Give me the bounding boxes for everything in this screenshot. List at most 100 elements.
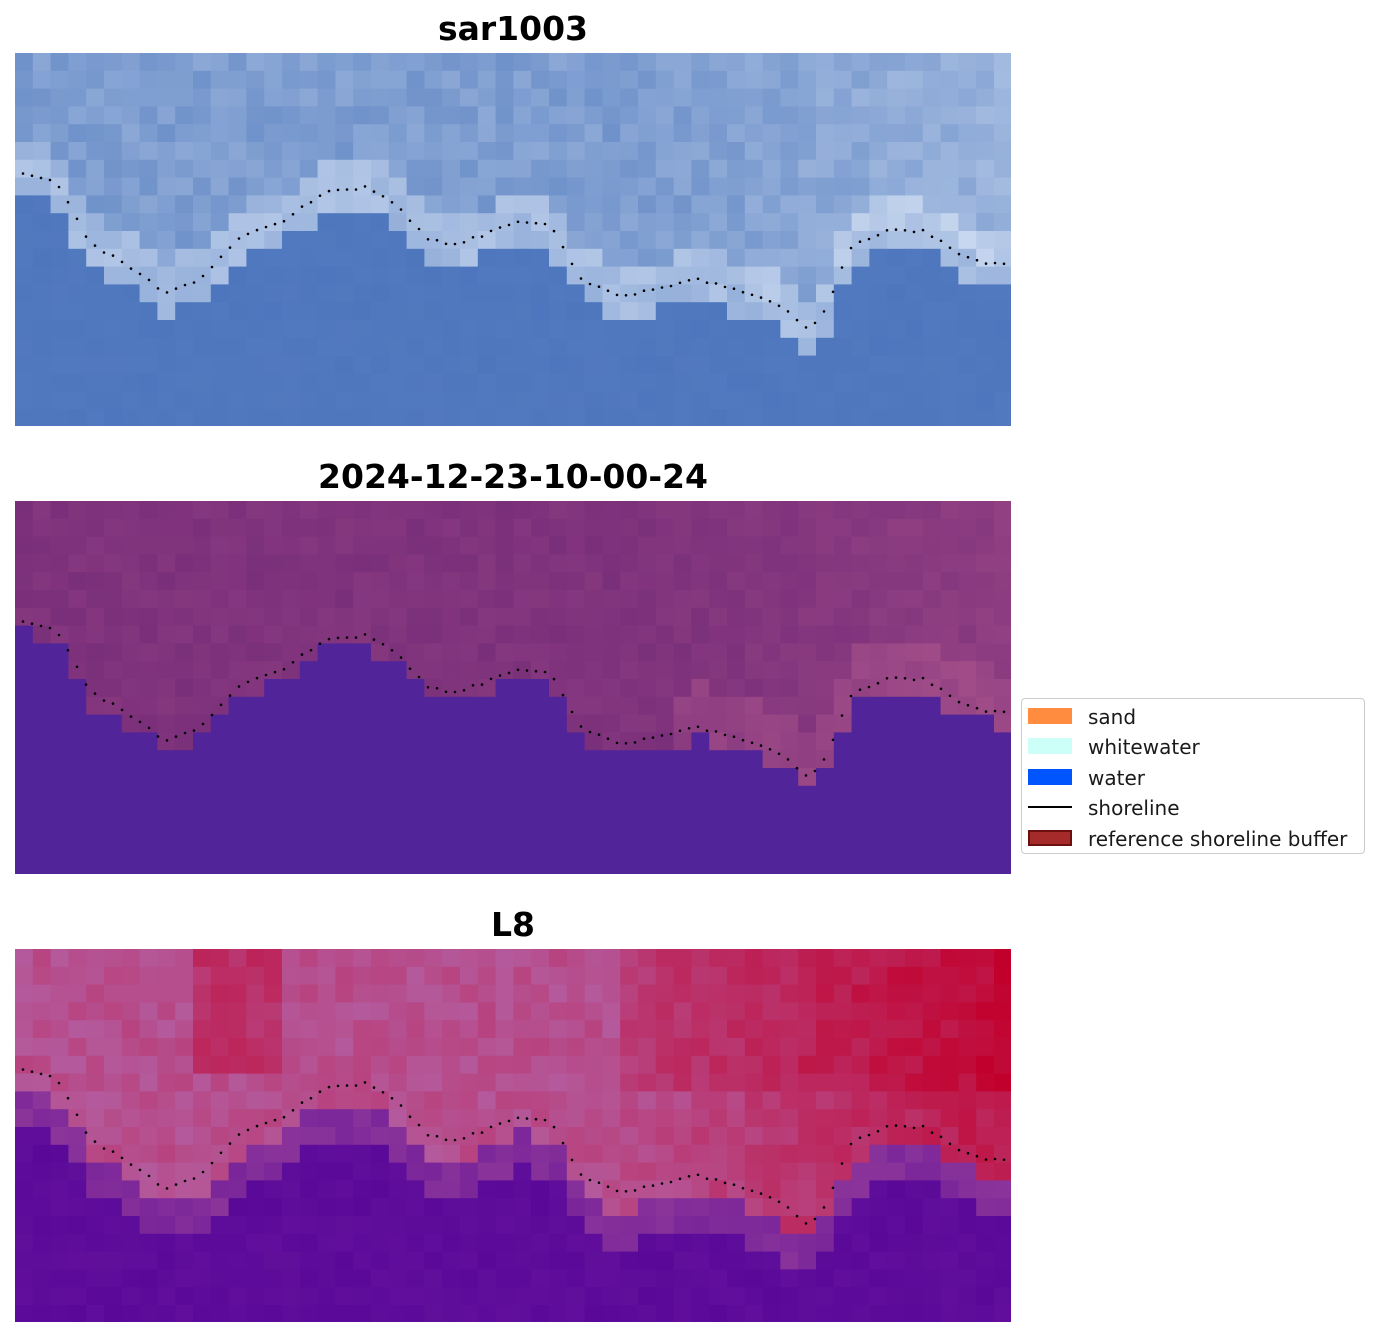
- raster-pixel: [442, 821, 461, 840]
- raster-pixel: [157, 1233, 176, 1253]
- raster-pixel: [922, 1162, 942, 1181]
- raster-pixel: [139, 643, 158, 662]
- raster-pixel: [638, 177, 657, 196]
- shoreline-dot: [417, 675, 421, 679]
- raster-pixel: [709, 821, 728, 840]
- raster-pixel: [762, 949, 781, 968]
- raster-pixel: [317, 518, 336, 538]
- raster-pixel: [388, 536, 408, 555]
- raster-pixel: [816, 1162, 835, 1181]
- raster-pixel: [210, 966, 230, 986]
- shoreline-dot: [606, 1185, 610, 1188]
- raster-pixel: [477, 1002, 497, 1021]
- raster-pixel: [282, 391, 301, 410]
- raster-pixel: [940, 857, 959, 874]
- shoreline-dot: [813, 1217, 817, 1221]
- raster-pixel: [477, 337, 497, 357]
- raster-pixel: [709, 355, 728, 374]
- raster-pixel: [976, 857, 995, 874]
- raster-pixel: [460, 1198, 479, 1217]
- raster-pixel: [121, 1251, 141, 1270]
- raster-pixel: [958, 266, 977, 285]
- raster-pixel: [50, 554, 69, 573]
- raster-pixel: [744, 1055, 764, 1075]
- raster-pixel: [68, 1055, 87, 1075]
- raster-pixel: [922, 803, 942, 822]
- raster-pixel: [798, 1233, 817, 1253]
- raster-pixel: [406, 53, 425, 72]
- shoreline-dot: [327, 637, 331, 641]
- raster-pixel: [851, 821, 870, 840]
- raster-pixel: [887, 391, 906, 410]
- raster-pixel: [121, 1038, 141, 1057]
- raster-pixel: [193, 590, 212, 609]
- raster-pixel: [602, 750, 621, 769]
- raster-pixel: [887, 53, 906, 72]
- raster-pixel: [282, 732, 301, 751]
- raster-pixel: [406, 661, 425, 680]
- raster-pixel: [104, 124, 123, 143]
- raster-pixel: [531, 70, 550, 90]
- raster-pixel: [673, 1198, 692, 1217]
- shoreline-dot: [588, 1178, 592, 1182]
- raster-pixel: [210, 1091, 230, 1110]
- raster-pixel: [922, 1216, 942, 1235]
- raster-pixel: [940, 320, 959, 339]
- raster-pixel: [584, 518, 603, 538]
- raster-pixel: [709, 320, 728, 339]
- raster-pixel: [798, 1038, 817, 1057]
- raster-pixel: [121, 266, 141, 285]
- raster-pixel: [442, 142, 461, 161]
- raster-pixel: [424, 1073, 443, 1092]
- raster-pixel: [780, 320, 799, 339]
- raster-pixel: [86, 785, 105, 805]
- raster-pixel: [157, 1269, 176, 1288]
- raster-pixel: [388, 501, 408, 520]
- raster-pixel: [50, 213, 69, 232]
- raster-pixel: [139, 142, 158, 161]
- raster-pixel: [994, 124, 1011, 143]
- raster-pixel: [940, 177, 959, 196]
- raster-pixel: [602, 1109, 621, 1128]
- raster-pixel: [460, 1091, 479, 1110]
- raster-pixel: [424, 785, 443, 805]
- raster-pixel: [282, 803, 301, 822]
- raster-pixel: [495, 1055, 514, 1075]
- raster-pixel: [655, 536, 675, 555]
- shoreline-dot: [903, 229, 907, 232]
- raster-pixel: [86, 750, 105, 769]
- raster-pixel: [210, 320, 230, 339]
- raster-pixel: [68, 839, 87, 858]
- raster-pixel: [299, 1251, 319, 1270]
- raster-pixel: [869, 391, 888, 410]
- raster-pixel: [15, 679, 34, 698]
- raster-pixel: [32, 1180, 52, 1199]
- raster-pixel: [193, 966, 212, 986]
- raster-pixel: [228, 1109, 247, 1128]
- raster-pixel: [264, 302, 283, 321]
- raster-pixel: [50, 1305, 69, 1322]
- raster-pixel: [282, 572, 301, 591]
- raster-pixel: [638, 1180, 657, 1199]
- raster-pixel: [869, 248, 888, 268]
- raster-pixel: [104, 248, 123, 268]
- raster-pixel: [940, 266, 959, 285]
- raster-pixel: [104, 518, 123, 538]
- raster-pixel: [246, 679, 265, 698]
- raster-pixel: [193, 1198, 212, 1217]
- raster-pixel: [887, 159, 906, 179]
- shoreline-dot: [948, 246, 952, 250]
- raster-pixel: [264, 124, 283, 143]
- raster-pixel: [566, 1144, 586, 1164]
- raster-pixel: [549, 88, 568, 107]
- raster-pixel: [104, 1109, 123, 1128]
- raster-pixel: [228, 284, 247, 303]
- raster-pixel: [655, 803, 675, 822]
- raster-pixel: [246, 124, 265, 143]
- raster-pixel: [762, 1287, 781, 1306]
- raster-pixel: [780, 177, 799, 196]
- raster-pixel: [228, 373, 247, 392]
- raster-pixel: [744, 213, 764, 232]
- raster-pixel: [282, 785, 301, 805]
- raster-pixel: [691, 572, 710, 591]
